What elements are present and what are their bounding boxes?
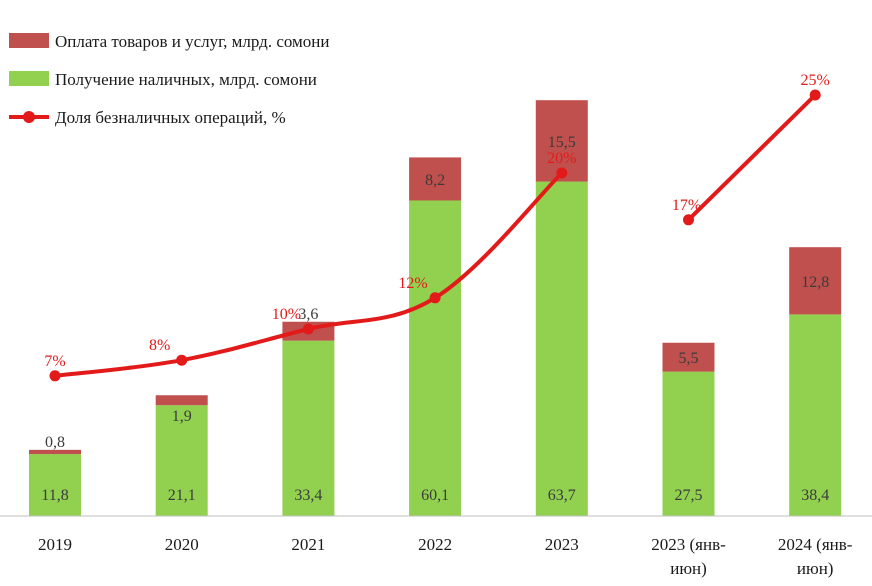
label-cash-3: 60,1: [421, 487, 449, 504]
label-cash-5: 27,5: [675, 487, 703, 504]
label-payment-5: 5,5: [679, 350, 699, 367]
share-line-layer: [49, 89, 821, 382]
label-share-5: 17%: [672, 197, 701, 214]
label-share-0: 7%: [44, 353, 65, 370]
label-payment-6: 12,8: [801, 274, 829, 291]
x-tick-6-line2: июн): [797, 559, 834, 578]
legend-label-2: Доля безналичных операций, %: [55, 108, 286, 127]
bar-payment-5: [662, 342, 715, 372]
label-cash-1: 21,1: [168, 487, 196, 504]
bar-cash-4: [535, 181, 588, 516]
bar-cash-1: [155, 405, 208, 516]
bar-cash-5: [662, 371, 715, 516]
bar-payment-3: [409, 157, 462, 201]
x-tick-2: 2021: [291, 535, 325, 554]
label-payment-3: 8,2: [425, 172, 445, 189]
x-tick-1: 2020: [165, 535, 199, 554]
share-point-0: [49, 370, 61, 382]
label-cash-6: 38,4: [801, 487, 829, 504]
share-line-segment-1: [686, 93, 818, 222]
data-labels-layer: 11,8 0,8 21,1 1,9 33,4 3,6 60,1 8,2 63,7 15,5 27,5…: [41, 72, 830, 504]
x-tick-5-line2: июн): [670, 559, 707, 578]
x-axis-ticks: 2019 2020 2021 2022 2023 2023 (янв-июн) 2024 (…: [38, 535, 853, 578]
legend-swatch-1: [9, 71, 49, 86]
bar-payment-1: [155, 395, 208, 406]
bar-cash-6: [789, 314, 842, 516]
label-payment-4: 15,5: [548, 134, 576, 151]
label-share-1: 8%: [149, 337, 170, 354]
label-payment-0: 0,8: [45, 434, 65, 451]
legend-marker-2: [23, 111, 35, 123]
label-payment-2: 3,6: [298, 306, 318, 323]
legend-label-0: Оплата товаров и услуг, млрд. сомони: [55, 32, 330, 51]
label-share-4: 20%: [547, 150, 576, 167]
label-share-3: 12%: [398, 275, 427, 292]
legend-swatch-0: [9, 33, 49, 48]
share-point-1: [176, 354, 188, 366]
legend: Оплата товаров и услуг, млрд. сомони Полу…: [9, 32, 330, 127]
bar-cash-3: [409, 200, 462, 516]
label-payment-1: 1,9: [172, 408, 192, 425]
label-cash-2: 33,4: [294, 487, 322, 504]
bar-payment-0: [29, 449, 81, 455]
legend-label-1: Получение наличных, млрд. сомони: [55, 70, 317, 89]
x-tick-5: 2023 (янв-: [651, 535, 726, 554]
share-point-5: [683, 214, 694, 226]
bar-payment-6: [789, 247, 842, 315]
share-point-4: [556, 167, 568, 179]
bar-cash-0: [29, 454, 81, 516]
x-tick-0: 2019: [38, 535, 72, 554]
share-point-6: [809, 89, 821, 101]
label-cash-0: 11,8: [41, 487, 68, 504]
share-point-2: [302, 323, 314, 335]
bar-cash-2: [282, 340, 335, 516]
x-tick-4: 2023: [545, 535, 579, 554]
bars-layer: [29, 100, 842, 516]
x-tick-3: 2022: [418, 535, 452, 554]
label-share-6: 25%: [801, 72, 830, 89]
share-point-3: [429, 292, 441, 304]
label-share-2: 10%: [272, 306, 301, 323]
x-tick-6: 2024 (янв-: [778, 535, 853, 554]
label-cash-4: 63,7: [548, 487, 576, 504]
